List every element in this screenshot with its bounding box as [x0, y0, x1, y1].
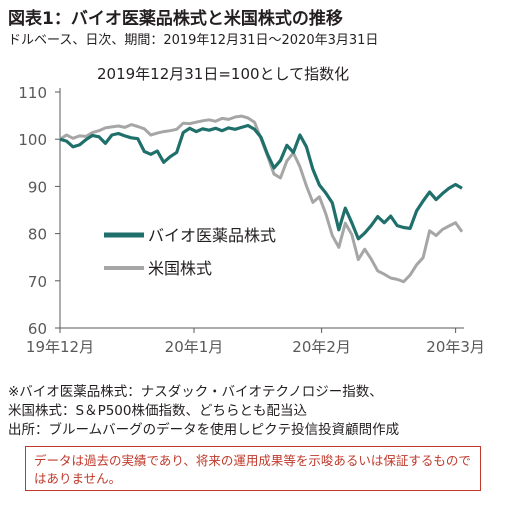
series-line [59, 123, 463, 241]
y-tick-label: 100 [18, 131, 47, 149]
legend-label: 米国株式 [148, 259, 212, 278]
chart-subtitle: ドルベース、日次、期間：2019年12月31日～2020年3月31日 [8, 33, 379, 48]
y-tick-label: 70 [28, 273, 47, 291]
footnote-line: ※バイオ医薬品株式：ナスダック・バイオテクノロジー指数、 [8, 384, 383, 400]
footnote-line: 米国株式：S＆P500株価指数、どちらとも配当込 [8, 403, 307, 419]
y-tick-label: 110 [18, 84, 47, 102]
x-tick-label: 20年3月 [426, 338, 485, 356]
line-chart: 2019年12月31日=100として指数化 60 70 80 90 100 110 19年1… [18, 65, 485, 356]
chart-title: 図表1：バイオ医薬品株式と米国株式の推移 [8, 9, 343, 29]
y-tick-label: 90 [28, 178, 47, 196]
y-tick-label: 80 [28, 226, 47, 244]
x-tick-label: 20年1月 [165, 338, 224, 356]
footnotes: ※バイオ医薬品株式：ナスダック・バイオテクノロジー指数、 米国株式：S＆P500… [8, 383, 399, 440]
x-tick-label: 20年2月 [292, 338, 351, 356]
x-tick-label: 19年12月 [26, 338, 94, 356]
y-tick-label: 60 [28, 320, 47, 338]
disclaimer-box: データは過去の実績であり、将来の運用成果等を示唆あるいは保証するものではありませ… [25, 446, 481, 491]
chart-annotation: 2019年12月31日=100として指数化 [97, 65, 349, 83]
legend-label: バイオ医薬品株式 [148, 226, 276, 245]
footnote-line: 出所：ブルームバーグのデータを使用しピクテ投信投資顧問作成 [8, 422, 400, 438]
